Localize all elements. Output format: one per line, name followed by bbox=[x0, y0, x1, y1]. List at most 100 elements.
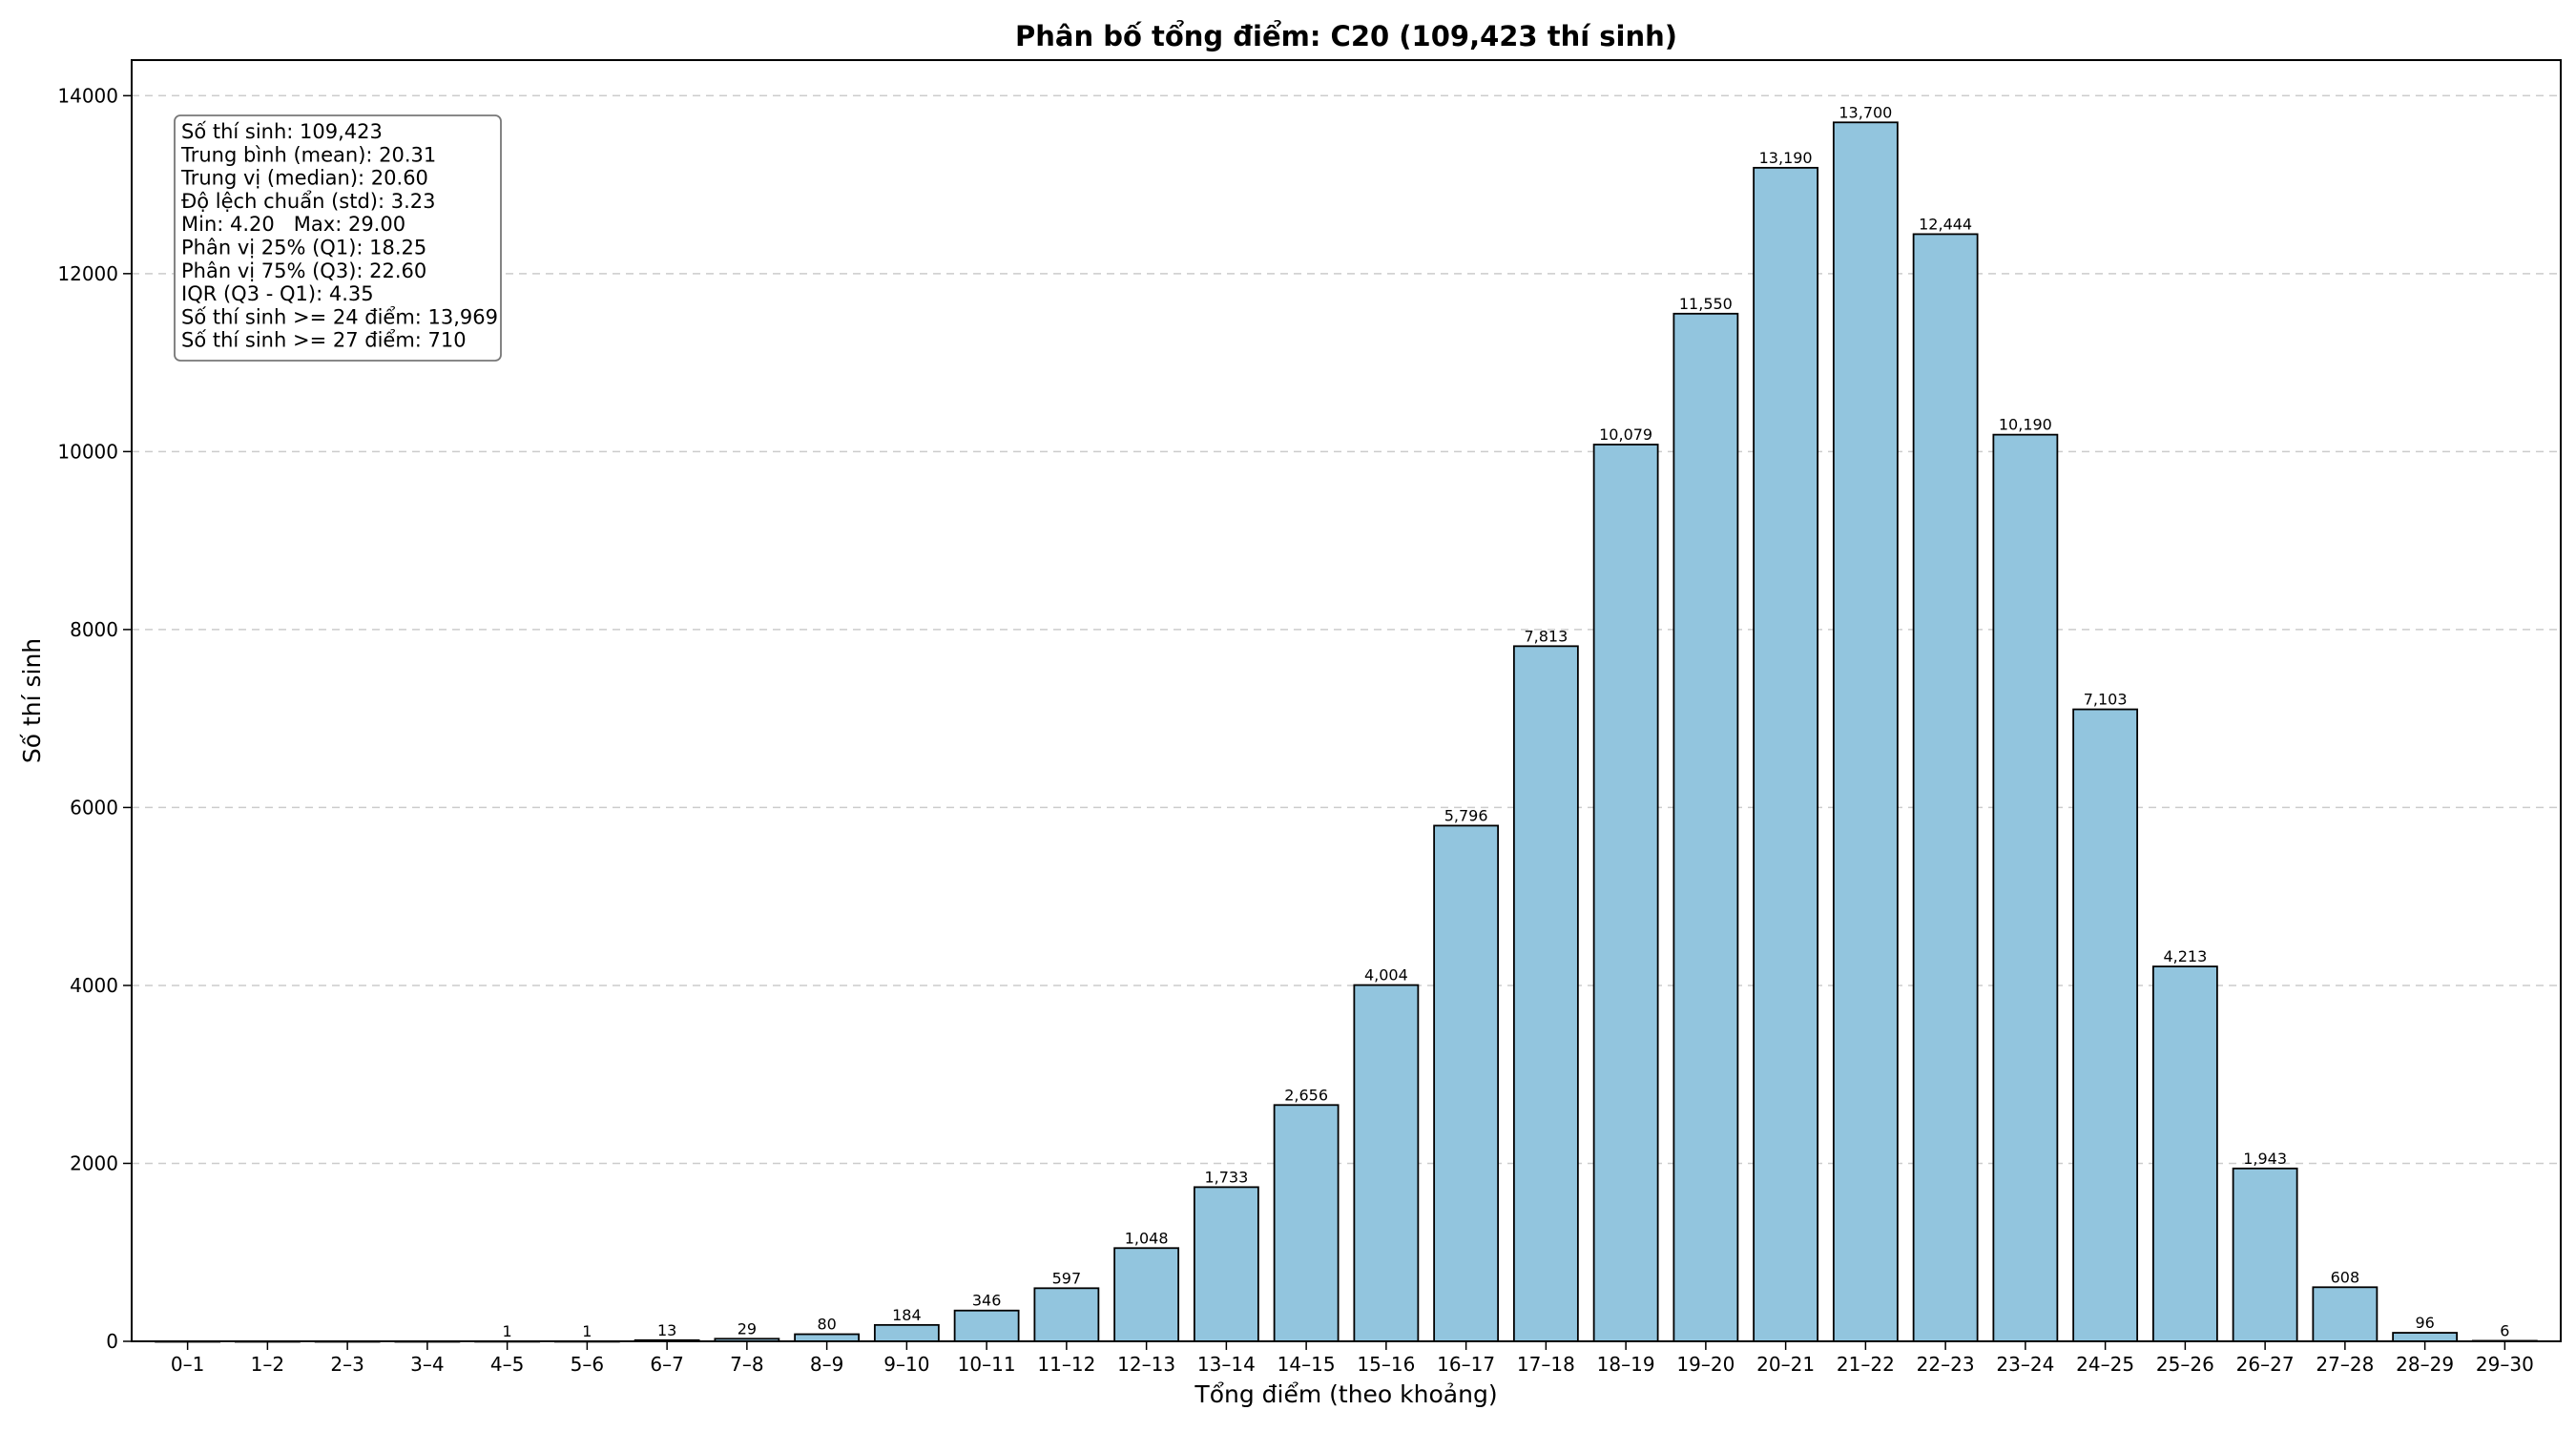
y-tick-label: 0 bbox=[106, 1330, 118, 1353]
bar-value-label: 184 bbox=[892, 1306, 922, 1324]
bar bbox=[1832, 121, 1899, 1342]
x-tick-label: 26–27 bbox=[2236, 1353, 2295, 1376]
bar-value-label: 4,213 bbox=[2163, 947, 2207, 965]
bar-value-label: 346 bbox=[972, 1292, 1002, 1310]
x-tick-label: 17–18 bbox=[1517, 1353, 1575, 1376]
x-tick-label: 21–22 bbox=[1837, 1353, 1895, 1376]
y-tick-label: 4000 bbox=[70, 974, 118, 997]
x-tick-label: 3–4 bbox=[410, 1353, 444, 1376]
stats-line: Phân vị 25% (Q1): 18.25 bbox=[181, 237, 426, 259]
bar-value-label: 5,796 bbox=[1444, 806, 1488, 824]
bar bbox=[1992, 433, 2059, 1342]
bar bbox=[1592, 444, 1659, 1342]
x-tick-label: 27–28 bbox=[2316, 1353, 2374, 1376]
bar-value-label: 7,813 bbox=[1524, 627, 1568, 645]
stats-line: Số thí sinh >= 27 điểm: 710 bbox=[181, 329, 467, 352]
stats-line: Phân vị 75% (Q3): 22.60 bbox=[181, 259, 426, 282]
y-tick-label: 12000 bbox=[57, 262, 118, 285]
bar bbox=[1753, 166, 1819, 1342]
bar bbox=[2151, 965, 2218, 1342]
x-tick-label: 19–20 bbox=[1676, 1353, 1735, 1376]
bar-value-label: 13,190 bbox=[1759, 149, 1813, 167]
y-tick-label: 10000 bbox=[57, 440, 118, 463]
bar bbox=[1912, 233, 1979, 1342]
bar bbox=[2392, 1332, 2459, 1342]
x-tick-label: 1–2 bbox=[251, 1353, 284, 1376]
x-tick-label: 20–21 bbox=[1756, 1353, 1815, 1376]
bar bbox=[1672, 312, 1739, 1342]
y-tick-label: 8000 bbox=[70, 618, 118, 641]
x-tick-label: 7–8 bbox=[730, 1353, 763, 1376]
bar-value-label: 10,190 bbox=[1999, 416, 2052, 434]
bar-value-label: 1 bbox=[582, 1322, 592, 1340]
bar bbox=[1113, 1247, 1180, 1342]
bar-value-label: 80 bbox=[817, 1316, 836, 1334]
y-tick-label: 2000 bbox=[70, 1151, 118, 1174]
x-tick-label: 22–23 bbox=[1917, 1353, 1975, 1376]
x-tick-label: 8–9 bbox=[810, 1353, 843, 1376]
x-tick-label: 0–1 bbox=[171, 1353, 204, 1376]
stats-line: Số thí sinh >= 24 điểm: 13,969 bbox=[181, 305, 498, 328]
bar-value-label: 1,733 bbox=[1204, 1168, 1248, 1186]
x-tick-label: 5–6 bbox=[571, 1353, 604, 1376]
x-tick-label: 10–11 bbox=[958, 1353, 1016, 1376]
bar bbox=[953, 1309, 1020, 1342]
bar bbox=[2232, 1167, 2298, 1342]
bar bbox=[2072, 708, 2139, 1342]
x-axis-label: Tổng điểm (theo khoảng) bbox=[1194, 1380, 1497, 1408]
plot-frame bbox=[131, 59, 2562, 1342]
stats-line: Trung vị (median): 20.60 bbox=[180, 167, 428, 190]
x-tick-label: 15–16 bbox=[1357, 1353, 1415, 1376]
bar-value-label: 12,444 bbox=[1919, 215, 1972, 233]
x-tick-label: 29–30 bbox=[2476, 1353, 2534, 1376]
stats-box-frame bbox=[174, 114, 502, 362]
y-axis-label: Số thí sinh bbox=[18, 638, 46, 763]
stats-line: IQR (Q3 - Q1): 4.35 bbox=[181, 282, 374, 305]
bar-value-label: 96 bbox=[2415, 1314, 2434, 1332]
chart-title: Phân bố tổng điểm: C20 (109,423 thí sinh… bbox=[1015, 20, 1677, 52]
x-tick-label: 6–7 bbox=[650, 1353, 683, 1376]
bar-value-label: 597 bbox=[1052, 1269, 1082, 1287]
y-axis-ticks: 0 2000 4000 6000 8000 10000 12000 14000 bbox=[57, 84, 132, 1353]
bar-value-label: 10,079 bbox=[1599, 425, 1652, 444]
x-tick-label: 23–24 bbox=[1996, 1353, 2054, 1376]
bar bbox=[794, 1333, 861, 1342]
x-tick-label: 24–25 bbox=[2076, 1353, 2134, 1376]
stats-line: Số thí sinh: 109,423 bbox=[181, 120, 383, 143]
x-tick-label: 25–26 bbox=[2156, 1353, 2214, 1376]
bar bbox=[1512, 645, 1579, 1342]
bar-value-label: 13 bbox=[657, 1321, 676, 1339]
x-tick-label: 13–14 bbox=[1197, 1353, 1256, 1376]
bar-value-label: 1,943 bbox=[2243, 1150, 2287, 1168]
x-tick-label: 18–19 bbox=[1597, 1353, 1655, 1376]
bar-value-label: 6 bbox=[2500, 1321, 2509, 1339]
bar-value-label: 1,048 bbox=[1125, 1229, 1169, 1247]
x-tick-label: 14–15 bbox=[1278, 1353, 1336, 1376]
bar bbox=[1033, 1287, 1100, 1342]
bar bbox=[873, 1323, 940, 1342]
bar-value-label: 1 bbox=[503, 1322, 512, 1340]
bar-value-label: 29 bbox=[737, 1319, 757, 1338]
x-axis-ticks: 0–1 1–2 2–3 3–4 4–5 5–6 6–7 7–8 8–9 9–10 10–11 11–1… bbox=[171, 1341, 2534, 1376]
bar-value-label: 608 bbox=[2331, 1268, 2360, 1286]
y-tick-label: 6000 bbox=[70, 796, 118, 819]
bar-value-label: 2,656 bbox=[1284, 1086, 1328, 1104]
bar-value-label: 7,103 bbox=[2084, 691, 2128, 709]
stats-line: Min: 4.20 Max: 29.00 bbox=[181, 213, 405, 236]
bar-value-label: 11,550 bbox=[1679, 295, 1733, 313]
x-tick-label: 16–17 bbox=[1437, 1353, 1495, 1376]
bar-value-label: 13,700 bbox=[1839, 103, 1892, 121]
bar-value-labels: 1 1 13 29 80 184 346 597 1,048 1,733 2,656 4,004 5,7… bbox=[503, 103, 2510, 1340]
y-tick-label: 14000 bbox=[57, 84, 118, 107]
x-tick-label: 28–29 bbox=[2396, 1353, 2454, 1376]
x-tick-label: 9–10 bbox=[883, 1353, 929, 1376]
bars bbox=[155, 121, 2538, 1343]
x-tick-label: 2–3 bbox=[330, 1353, 364, 1376]
x-tick-label: 12–13 bbox=[1117, 1353, 1175, 1376]
x-tick-label: 4–5 bbox=[490, 1353, 524, 1376]
x-tick-label: 11–12 bbox=[1037, 1353, 1095, 1376]
bar-value-label: 4,004 bbox=[1364, 966, 1408, 985]
